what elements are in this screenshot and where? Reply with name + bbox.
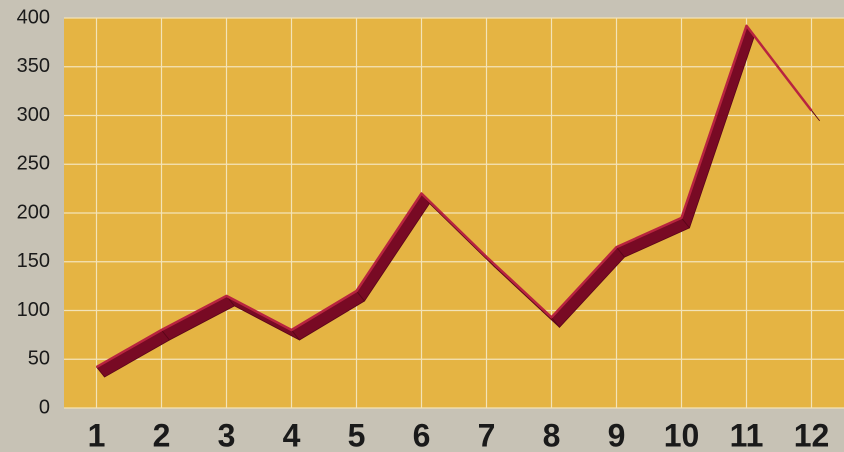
x-tick-label: 6: [413, 417, 431, 452]
y-tick-label: 50: [28, 348, 50, 370]
x-tick-label: 7: [478, 417, 496, 452]
y-tick-label: 300: [17, 104, 50, 126]
x-tick-label: 12: [794, 417, 830, 452]
x-tick-label: 5: [348, 417, 366, 452]
y-tick-label: 0: [39, 396, 50, 418]
y-tick-label: 150: [17, 250, 50, 272]
x-tick-label: 11: [730, 417, 764, 452]
y-tick-label: 100: [17, 299, 50, 321]
y-tick-label: 250: [17, 153, 50, 175]
x-tick-label: 9: [608, 417, 626, 452]
line: [95, 24, 813, 369]
x-tick-label: 4: [283, 417, 301, 452]
x-tick-label: 8: [543, 417, 561, 452]
y-tick-label: 350: [17, 55, 50, 77]
x-tick-label: 3: [218, 417, 236, 452]
x-tick-label: 10: [664, 417, 700, 452]
y-tick-label: 400: [17, 6, 50, 28]
x-tick-label: 2: [153, 417, 171, 452]
y-tick-label: 200: [17, 201, 50, 223]
x-tick-label: 1: [88, 417, 106, 452]
